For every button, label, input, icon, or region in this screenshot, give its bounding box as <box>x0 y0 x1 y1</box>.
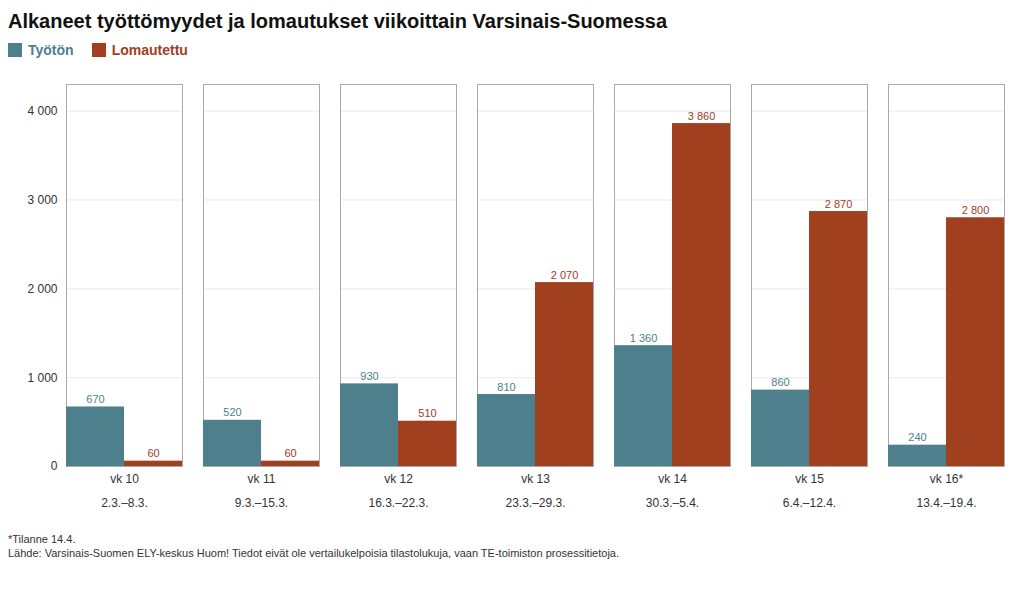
html-text:Alkaneet työttömyydet ja lomau: Alkaneet työttömyydet ja lomautukset vii… <box>8 10 668 32</box>
svg-text:vk 156.4.–12.4.: vk 156.4.–12.4. <box>783 472 836 510</box>
svg-text:930: 930 <box>360 370 378 382</box>
svg-text:3 860: 3 860 <box>688 110 716 122</box>
svg-text:vk 1430.3.–5.4.: vk 1430.3.–5.4. <box>646 472 699 510</box>
svg-text:2 870: 2 870 <box>825 198 853 210</box>
svg-text:1 360: 1 360 <box>630 332 658 344</box>
svg-text:vk 1323.3.–29.3.: vk 1323.3.–29.3. <box>505 472 565 510</box>
svg-text:2 000: 2 000 <box>27 282 57 296</box>
svg-text:2 070: 2 070 <box>551 269 579 281</box>
html-text:Lähde: Varsinais-Suomen ELY-ke: Lähde: Varsinais-Suomen ELY-keskus Huom!… <box>8 547 619 559</box>
html-text:Työtön: Työtön <box>28 42 74 58</box>
html-text:*Tilanne 14.4.: *Tilanne 14.4. <box>8 533 76 545</box>
svg-text:0: 0 <box>51 459 58 473</box>
svg-text:3 000: 3 000 <box>27 193 57 207</box>
svg-text:60: 60 <box>147 447 159 459</box>
svg-text:810: 810 <box>497 381 515 393</box>
svg-text:vk 102.3.–8.3.: vk 102.3.–8.3. <box>101 472 148 510</box>
svg-text:60: 60 <box>284 447 296 459</box>
svg-text:2 800: 2 800 <box>962 204 990 216</box>
svg-text:670: 670 <box>86 393 104 405</box>
svg-text:510: 510 <box>418 407 436 419</box>
svg-text:520: 520 <box>223 406 241 418</box>
svg-text:vk 119.3.–15.3.: vk 119.3.–15.3. <box>235 472 288 510</box>
svg-text:vk 16*13.4.–19.4.: vk 16*13.4.–19.4. <box>916 472 976 510</box>
svg-text:vk 1216.3.–22.3.: vk 1216.3.–22.3. <box>368 472 428 510</box>
svg-text:860: 860 <box>771 376 789 388</box>
html-text:Lomautettu: Lomautettu <box>111 42 188 58</box>
svg-text:4 000: 4 000 <box>27 104 57 118</box>
svg-text:240: 240 <box>908 431 926 443</box>
svg-text:1 000: 1 000 <box>27 371 57 385</box>
